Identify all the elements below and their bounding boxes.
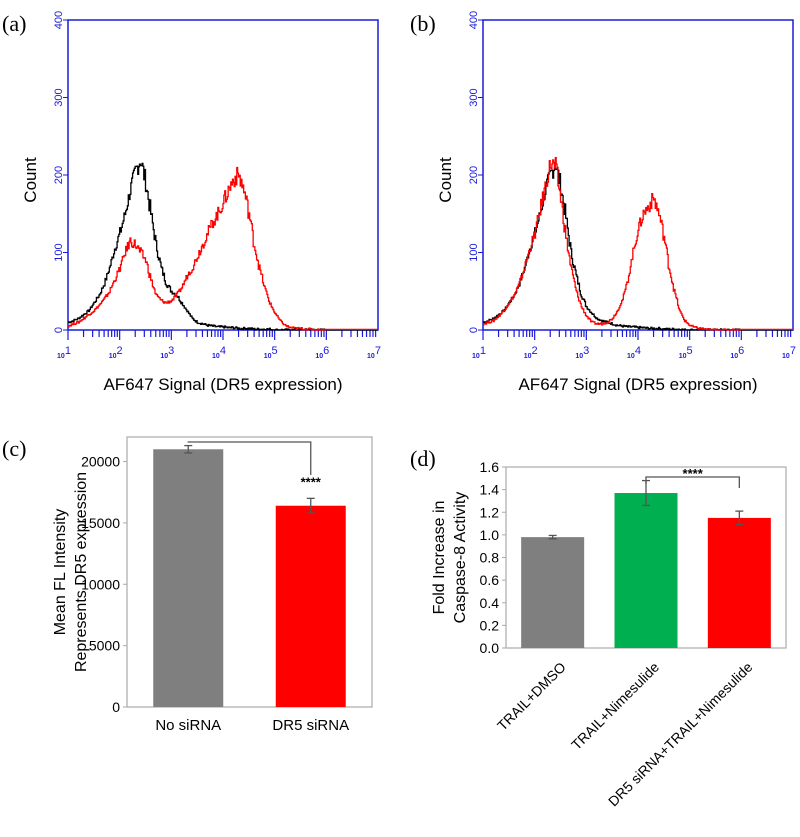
- significance-bracket: [645, 476, 740, 488]
- x-tick-label: 101: [57, 345, 71, 360]
- y-tick-label: 1.4: [480, 482, 500, 498]
- histogram-series-red: [483, 157, 793, 331]
- x-tick-label: No siRNA: [155, 717, 221, 734]
- panel-label-d: (d): [410, 446, 436, 471]
- x-tick-label: 105: [679, 345, 693, 360]
- x-tick-label: 104: [212, 345, 226, 360]
- x-tick-label: 107: [782, 345, 796, 360]
- x-tick-label: 103: [160, 345, 174, 360]
- y-tick-label: 5000: [89, 638, 120, 654]
- x-tick-label: 102: [109, 345, 123, 360]
- y-tick-label: 10000: [81, 576, 120, 592]
- bar-1: [614, 493, 678, 648]
- x-tick-label: 103: [575, 345, 589, 360]
- y-tick-label: 20000: [81, 454, 120, 470]
- y-tick-label: 0.4: [480, 595, 500, 611]
- y-tick-label: 100: [468, 243, 480, 261]
- significance-bracket: [187, 441, 312, 475]
- panel-label-b: (b): [410, 11, 436, 36]
- x-tick-label: 106: [315, 345, 329, 360]
- bar-0: [521, 537, 585, 648]
- plot-frame: [482, 19, 794, 331]
- y-tick-label: 1.2: [480, 504, 500, 520]
- y-tick-label: 0: [112, 699, 120, 715]
- y-tick-label: 0.2: [480, 617, 500, 633]
- bar-chart-c: 0 5000 10000 15000 20000 No siRNA DR5 siRNA Mea…: [52, 436, 373, 734]
- y-tick-label: 0.8: [480, 550, 500, 566]
- significance-stars: ****: [301, 474, 322, 489]
- y-axis-label: Count: [21, 157, 40, 203]
- y-axis-label-line: Caspase-8 Activity: [452, 492, 469, 624]
- x-tick-label: TRAIL+Nimesulide: [568, 659, 662, 753]
- bar-1: [275, 505, 346, 707]
- y-axis-label-line: Fold Increase in: [431, 501, 448, 615]
- x-axis-label: AF647 Signal (DR5 expression): [518, 375, 757, 394]
- histogram-a: 0 100 200 300 400 101 102 103 104 105 106 107 AF647 …: [21, 11, 381, 394]
- x-tick-label: 101: [472, 345, 486, 360]
- plot-frame: [126, 436, 373, 708]
- y-tick-label: 200: [53, 166, 65, 184]
- histogram-series-red: [68, 166, 378, 331]
- x-tick-label: TRAIL+DMSO: [494, 659, 569, 734]
- bar-0: [153, 449, 224, 707]
- x-axis-label: AF647 Signal (DR5 expression): [103, 375, 342, 394]
- y-tick-label: 400: [468, 11, 480, 29]
- panel-label-c: (c): [2, 436, 26, 461]
- y-tick-label: 0: [468, 327, 480, 333]
- y-tick-label: 0: [53, 327, 65, 333]
- histogram-series-black: [483, 166, 793, 331]
- x-tick-label: 104: [627, 345, 641, 360]
- y-tick-label: 0.0: [480, 640, 500, 656]
- y-tick-label: 1.0: [480, 527, 500, 543]
- panel-label-a: (a): [2, 11, 26, 36]
- significance-stars: ****: [683, 466, 704, 481]
- y-axis-label-line: Mean FL Intensity: [52, 509, 69, 636]
- histogram-series-black: [68, 162, 378, 331]
- y-tick-label: 100: [53, 243, 65, 261]
- x-tick-label: 107: [367, 345, 381, 360]
- histogram-b: 0 100 200 300 400 101 102 103 104 105 106 107 AF647 …: [436, 11, 796, 394]
- plot-frame: [67, 19, 379, 331]
- y-tick-label: 200: [468, 166, 480, 184]
- y-tick-label: 0.6: [480, 572, 500, 588]
- y-axis-label-line: Represents DR5 expression: [73, 472, 90, 672]
- x-tick-label: DR5 siRNA: [272, 717, 349, 734]
- y-tick-label: 400: [53, 11, 65, 29]
- bar-chart-d: 0.0 0.2 0.4 0.6 0.8 1.0 1.2 1.4 1.6 TRAIL+DMSO TRA…: [431, 459, 787, 809]
- x-tick-label: 102: [524, 345, 538, 360]
- y-tick-label: 1.6: [480, 459, 500, 475]
- bar-2: [707, 517, 771, 648]
- y-tick-label: 300: [53, 88, 65, 106]
- y-axis-label: Count: [436, 157, 455, 203]
- y-tick-label: 300: [468, 88, 480, 106]
- x-tick-label: 105: [264, 345, 278, 360]
- y-tick-label: 15000: [81, 515, 120, 531]
- x-tick-label: 106: [730, 345, 744, 360]
